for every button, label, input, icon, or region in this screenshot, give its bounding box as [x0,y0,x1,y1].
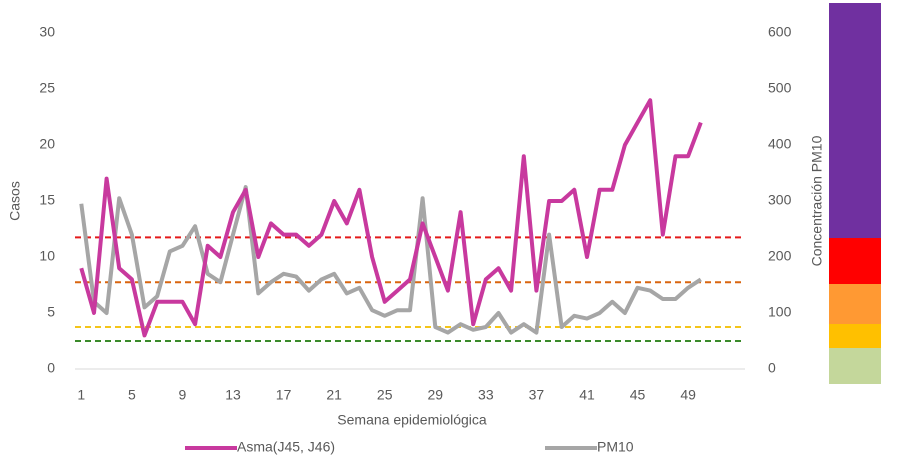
x-tick-label: 45 [630,387,646,403]
x-tick-label: 49 [680,387,696,403]
y2-tick-label: 0 [768,360,776,376]
scale-purple [829,3,881,238]
legend-label: Asma(J45, J46) [237,439,335,455]
y-tick-label: 30 [39,24,55,40]
series-line [79,98,703,338]
x-tick-label: 21 [326,387,342,403]
y-tick-label: 20 [39,136,55,152]
scale-yellow [829,324,881,348]
x-axis-title: Semana epidemiológica [337,412,487,428]
scale-red [829,238,881,284]
y-tick-label: 25 [39,80,55,96]
x-tick-label: 29 [427,387,443,403]
scale-orange [829,284,881,324]
y-axis-title: Casos [7,181,23,221]
y2-tick-label: 500 [768,80,792,96]
legend-label: PM10 [597,439,634,455]
y2-tick-label: 600 [768,24,792,40]
x-tick-label: 41 [579,387,595,403]
x-tick-label: 1 [77,387,85,403]
y2-tick-label: 400 [768,136,792,152]
x-tick-label: 25 [377,387,393,403]
x-tick-label: 33 [478,387,494,403]
y2-axis-title: Concentración PM10 [809,135,825,266]
x-tick-label: 17 [276,387,292,403]
y-tick-label: 0 [47,360,55,376]
y-tick-label: 5 [47,304,55,320]
x-tick-label: 9 [179,387,187,403]
y-tick-label: 10 [39,248,55,264]
y2-tick-label: 100 [768,304,792,320]
x-tick-label: 5 [128,387,136,403]
scale-green [829,348,881,384]
x-tick-label: 13 [225,387,241,403]
series-line [79,185,702,335]
y2-tick-label: 200 [768,248,792,264]
y2-tick-label: 300 [768,192,792,208]
x-tick-label: 37 [529,387,545,403]
y-tick-label: 15 [39,192,55,208]
